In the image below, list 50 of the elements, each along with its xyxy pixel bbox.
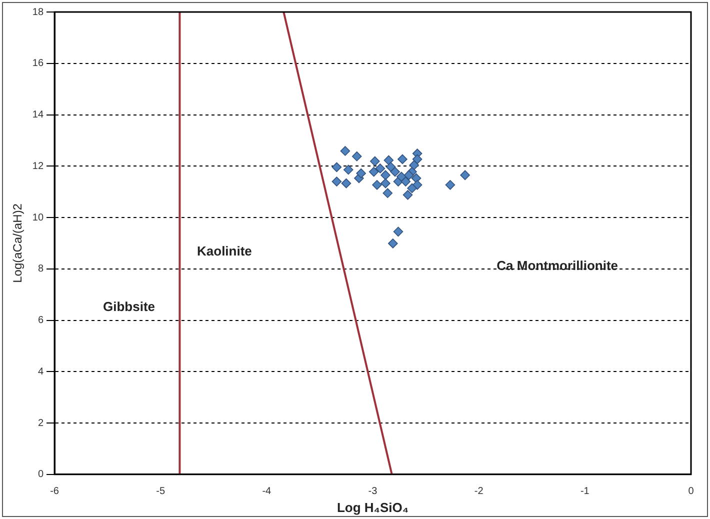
point bbox=[343, 164, 354, 175]
annotation: Gibbsite bbox=[102, 299, 155, 314]
point bbox=[445, 180, 456, 190]
point bbox=[352, 151, 362, 162]
point bbox=[407, 183, 417, 194]
y-tick-label: 18 bbox=[32, 6, 44, 18]
point bbox=[380, 170, 390, 180]
y-tick-label: 8 bbox=[38, 264, 44, 275]
point bbox=[368, 166, 379, 177]
point bbox=[390, 166, 400, 177]
y-tick-label: 16 bbox=[32, 58, 44, 70]
x-tick-label: -6 bbox=[50, 486, 60, 498]
y-tick-label: 2 bbox=[38, 418, 44, 429]
x-tick-label: -5 bbox=[156, 486, 166, 498]
y-tick-label: 0 bbox=[38, 469, 44, 480]
y-tick-label: 4 bbox=[38, 366, 44, 378]
x-tick-label: -3 bbox=[368, 486, 378, 498]
point bbox=[356, 168, 366, 178]
point bbox=[404, 170, 414, 180]
point bbox=[340, 146, 350, 156]
annotation: Kaolinite bbox=[197, 244, 252, 259]
y-tick-label: 14 bbox=[32, 110, 44, 121]
y-tick-label: 10 bbox=[32, 212, 44, 224]
point bbox=[412, 154, 422, 164]
y-tick-label: 12 bbox=[32, 160, 44, 172]
point bbox=[402, 190, 413, 200]
point bbox=[411, 173, 422, 184]
point bbox=[382, 188, 393, 198]
point bbox=[332, 162, 342, 172]
x-tick-label: -2 bbox=[474, 486, 484, 498]
point bbox=[375, 164, 386, 174]
annotation: Ca Montmorillionite bbox=[496, 258, 618, 273]
x-axis-title: Log H₄SiO₄ bbox=[336, 500, 409, 515]
y-tick-label: 6 bbox=[38, 315, 44, 326]
point bbox=[388, 238, 398, 248]
point bbox=[384, 155, 394, 166]
point bbox=[370, 156, 380, 166]
point bbox=[393, 226, 404, 237]
x-tick-label: -4 bbox=[262, 486, 272, 498]
point bbox=[398, 154, 408, 164]
point bbox=[460, 170, 470, 180]
x-tick-label: -1 bbox=[580, 486, 590, 498]
point bbox=[372, 180, 382, 190]
y-axis-title: Log(aCa/(aH)2 bbox=[10, 203, 25, 283]
point bbox=[332, 176, 342, 186]
point bbox=[396, 172, 406, 182]
x-tick-label: 0 bbox=[688, 486, 694, 498]
point bbox=[380, 178, 390, 188]
point bbox=[341, 178, 352, 188]
point bbox=[409, 160, 420, 170]
